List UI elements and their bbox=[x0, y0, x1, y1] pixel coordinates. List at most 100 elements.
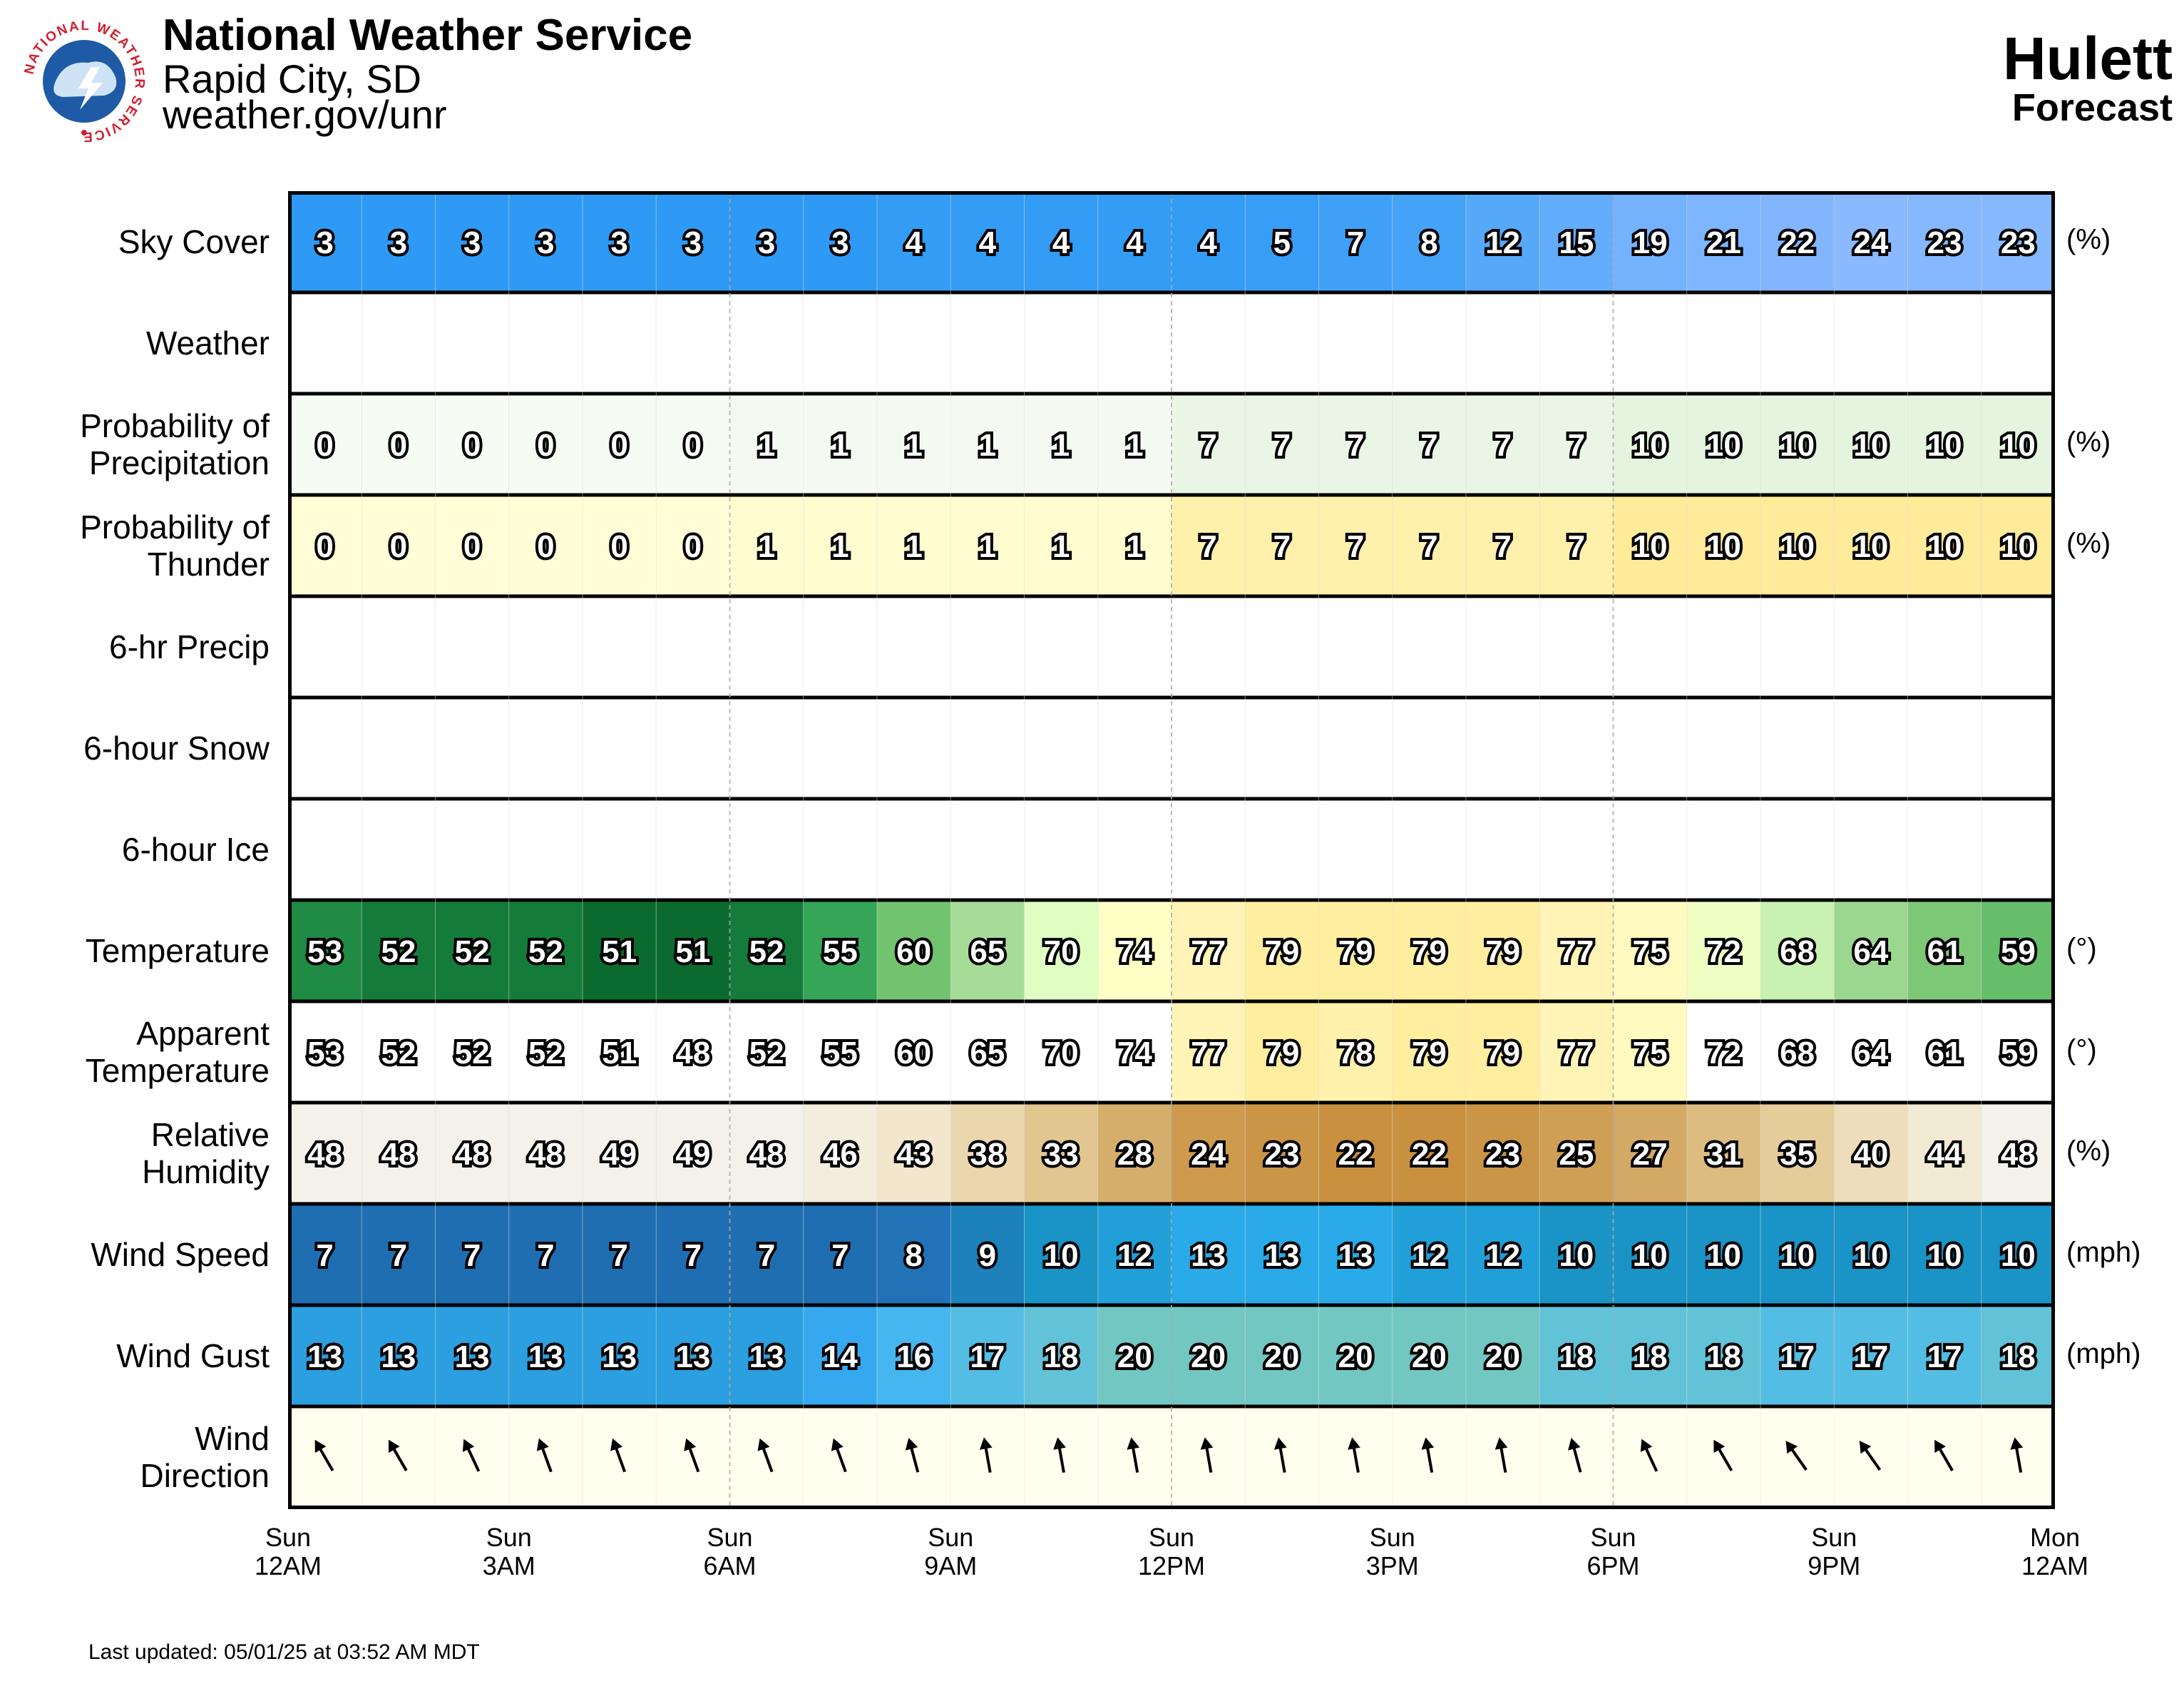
value-probability-of-thunder: 1 bbox=[1126, 529, 1143, 564]
cell-6-hour-snow bbox=[583, 698, 657, 799]
cell-probability-of-precipitation bbox=[803, 394, 878, 495]
cell-6-hour-snow bbox=[656, 698, 730, 799]
cell-wind-gust bbox=[1024, 1305, 1099, 1406]
cell-weather bbox=[1318, 292, 1393, 394]
cell-wind-speed bbox=[1466, 1204, 1540, 1305]
value-wind-speed: 7 bbox=[463, 1238, 481, 1273]
value-sky-cover: 4 bbox=[1052, 225, 1070, 260]
cell-6-hour-snow bbox=[508, 698, 583, 799]
cell-relative-humidity bbox=[1097, 1103, 1172, 1204]
cell-6-hour-snow bbox=[1024, 698, 1099, 799]
wind-direction-arrow bbox=[1785, 1441, 1808, 1471]
row-label-line: Probability of bbox=[80, 407, 270, 444]
cell-6-hour-snow bbox=[1981, 698, 2055, 799]
cell-sky-cover bbox=[435, 191, 510, 292]
value-wind-speed: 12 bbox=[1485, 1238, 1520, 1273]
value-wind-speed: 10 bbox=[1853, 1238, 1888, 1273]
cell-6-hour-snow bbox=[1539, 698, 1614, 799]
cell-wind-gust bbox=[1760, 1305, 1835, 1406]
cell-relative-humidity bbox=[1392, 1103, 1467, 1204]
cell-weather bbox=[583, 292, 657, 394]
value-wind-gust: 13 bbox=[749, 1339, 784, 1374]
cell-probability-of-precipitation bbox=[1686, 394, 1761, 495]
cell-sky-cover bbox=[1392, 191, 1467, 292]
value-probability-of-thunder: 10 bbox=[1853, 529, 1888, 564]
cell-apparent-temperature bbox=[435, 1001, 510, 1103]
row-label-6-hr-precip: 6-hr Precip bbox=[0, 596, 270, 698]
cell-6-hr-precip bbox=[362, 596, 436, 698]
cell-6-hr-precip bbox=[1686, 596, 1761, 698]
value-wind-gust: 17 bbox=[1927, 1339, 1962, 1374]
cell-wind-speed bbox=[1392, 1204, 1467, 1305]
value-relative-humidity: 43 bbox=[896, 1137, 931, 1172]
cell-wind-gust bbox=[288, 1305, 362, 1406]
cell-sky-cover bbox=[508, 191, 583, 292]
value-wind-gust: 14 bbox=[823, 1339, 858, 1374]
value-probability-of-thunder: 7 bbox=[1420, 529, 1437, 564]
cell-wind-speed bbox=[1686, 1204, 1761, 1305]
cell-6-hour-snow bbox=[1834, 698, 1908, 799]
wind-direction-arrow bbox=[684, 1438, 700, 1473]
value-probability-of-thunder: 0 bbox=[685, 529, 702, 564]
cell-apparent-temperature bbox=[1539, 1001, 1614, 1103]
value-probability-of-thunder: 1 bbox=[979, 529, 996, 564]
cell-relative-humidity bbox=[1686, 1103, 1761, 1204]
value-apparent-temperature: 60 bbox=[896, 1036, 931, 1071]
value-wind-speed: 7 bbox=[390, 1238, 407, 1273]
value-probability-of-precipitation: 10 bbox=[1633, 428, 1668, 463]
cell-apparent-temperature bbox=[877, 1001, 951, 1103]
value-wind-gust: 18 bbox=[1044, 1339, 1079, 1374]
cell-probability-of-thunder bbox=[508, 495, 583, 596]
cell-wind-speed bbox=[1097, 1204, 1172, 1305]
cell-wind-speed bbox=[1318, 1204, 1393, 1305]
time-tick: Sun 6PM bbox=[1542, 1523, 1685, 1580]
value-wind-speed: 7 bbox=[537, 1238, 554, 1273]
value-relative-humidity: 49 bbox=[602, 1137, 637, 1172]
cell-6-hour-ice bbox=[1245, 799, 1319, 900]
wind-direction-arrow bbox=[1348, 1437, 1360, 1473]
value-temperature: 79 bbox=[1485, 934, 1520, 969]
cell-weather bbox=[803, 292, 878, 394]
time-tick-hour: 6PM bbox=[1586, 1551, 1640, 1580]
location-title: Hulett bbox=[2003, 25, 2173, 92]
cell-probability-of-thunder bbox=[729, 495, 804, 596]
value-temperature: 61 bbox=[1927, 934, 1962, 969]
value-wind-gust: 18 bbox=[1559, 1339, 1594, 1374]
cell-6-hour-ice bbox=[1097, 799, 1172, 900]
office-url[interactable]: weather.gov/unr bbox=[163, 92, 447, 137]
cell-probability-of-thunder bbox=[362, 495, 436, 596]
cell-probability-of-precipitation bbox=[583, 394, 657, 495]
time-tick-hour: 9AM bbox=[924, 1551, 978, 1580]
value-probability-of-thunder: 1 bbox=[905, 529, 922, 564]
cell-temperature bbox=[803, 900, 878, 1001]
row-unit-probability-of-precipitation: (%) bbox=[2066, 426, 2111, 458]
value-apparent-temperature: 51 bbox=[602, 1036, 637, 1071]
value-sky-cover: 24 bbox=[1853, 225, 1888, 260]
cell-sky-cover bbox=[1907, 191, 1982, 292]
time-tick-hour: 12PM bbox=[1137, 1551, 1206, 1580]
cell-wind-speed bbox=[1024, 1204, 1099, 1305]
cell-probability-of-precipitation bbox=[877, 394, 951, 495]
cell-temperature bbox=[1907, 900, 1982, 1001]
cell-weather bbox=[1981, 292, 2055, 394]
cell-wind-gust bbox=[1318, 1305, 1393, 1406]
cell-probability-of-thunder bbox=[1172, 495, 1246, 596]
cell-apparent-temperature bbox=[1686, 1001, 1761, 1103]
row-label-probability-of-precipitation: Probability of Precipitation bbox=[0, 394, 270, 495]
cell-probability-of-precipitation bbox=[435, 394, 510, 495]
cell-wind-gust bbox=[583, 1305, 657, 1406]
cell-6-hour-snow bbox=[1686, 698, 1761, 799]
forecast-grid: 3 3 3 3 3 3 3 3 4 4 4 4 4 5 7 8 12 15 19 21 22 24 23 230 0 0 0 0 0 1 1… bbox=[288, 191, 2055, 1509]
value-probability-of-thunder: 1 bbox=[758, 529, 775, 564]
value-wind-gust: 13 bbox=[307, 1339, 342, 1374]
cell-6-hour-ice bbox=[1392, 799, 1467, 900]
cell-6-hr-precip bbox=[435, 596, 510, 698]
cell-temperature bbox=[1245, 900, 1319, 1001]
cell-probability-of-precipitation bbox=[1760, 394, 1835, 495]
cell-apparent-temperature bbox=[1024, 1001, 1099, 1103]
cell-probability-of-precipitation bbox=[288, 394, 362, 495]
value-probability-of-precipitation: 1 bbox=[979, 428, 996, 463]
value-probability-of-thunder: 10 bbox=[1706, 529, 1741, 564]
wind-direction-arrow bbox=[1859, 1441, 1882, 1471]
row-unit-wind-speed: (mph) bbox=[2066, 1237, 2141, 1268]
